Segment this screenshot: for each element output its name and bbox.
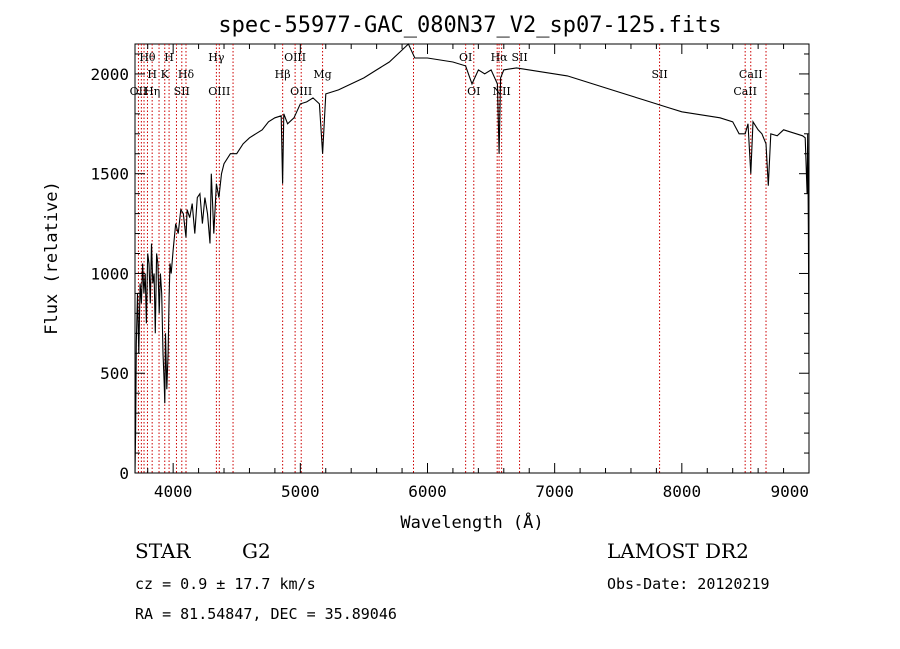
line-label: OIII xyxy=(208,85,230,98)
line-label: H xyxy=(164,51,174,64)
line-label: Hγ xyxy=(208,51,225,64)
plot-frame xyxy=(134,43,810,474)
x-tick-label: 4000 xyxy=(154,482,193,501)
line-label: OI xyxy=(459,51,472,64)
line-label: OI xyxy=(467,85,480,98)
x-tick-label: 9000 xyxy=(770,482,809,501)
line-label: Hβ xyxy=(275,68,291,81)
line-label: CaII xyxy=(733,85,757,98)
x-tick-label: 5000 xyxy=(281,482,320,501)
y-tick-label: 2000 xyxy=(90,65,129,84)
line-label: K xyxy=(161,68,170,81)
line-label: Hδ xyxy=(178,68,195,81)
line-label: Mg xyxy=(313,68,331,81)
y-tick-label: 1500 xyxy=(90,165,129,184)
line-label: Hη xyxy=(144,85,160,98)
line-label: NII xyxy=(492,85,510,98)
line-label: Hθ xyxy=(139,51,156,64)
spectral-line-markers xyxy=(137,44,767,473)
y-tick-label: 1000 xyxy=(90,264,129,283)
redshift-velocity: cz = 0.9 ± 17.7 km/s xyxy=(135,575,316,593)
line-label: OII xyxy=(130,85,148,98)
y-axis-label: Flux (relative) xyxy=(42,181,62,335)
y-tick-label: 500 xyxy=(100,364,129,383)
spectral-subclass: G2 xyxy=(242,539,271,563)
x-tick-label: 7000 xyxy=(535,482,574,501)
line-label: SII xyxy=(651,68,667,81)
y-tick-label: 0 xyxy=(119,464,129,483)
object-class: STAR xyxy=(135,539,191,563)
line-label: CaII xyxy=(739,68,763,81)
chart-title: spec-55977-GAC_080N37_V2_sp07-125.fits xyxy=(218,13,721,38)
survey-name: LAMOST DR2 xyxy=(607,539,749,563)
line-label: Hα xyxy=(491,51,509,64)
x-tick-label: 8000 xyxy=(663,482,702,501)
axis-ticks: 4000 5000 6000 7000 8000 9000 0 500 1000 1500 2000 xyxy=(90,44,810,501)
line-label: SII xyxy=(511,51,527,64)
line-label: H xyxy=(147,68,157,81)
line-label: OIII xyxy=(284,51,306,64)
line-label: OIII xyxy=(290,85,312,98)
observation-date: Obs-Date: 20120219 xyxy=(607,575,770,593)
x-tick-label: 6000 xyxy=(408,482,447,501)
x-axis-label: Wavelength (Å) xyxy=(400,511,543,533)
coordinates: RA = 81.54847, DEC = 35.89046 xyxy=(135,605,397,623)
spectrum-line xyxy=(134,43,810,474)
line-label: SII xyxy=(174,85,190,98)
